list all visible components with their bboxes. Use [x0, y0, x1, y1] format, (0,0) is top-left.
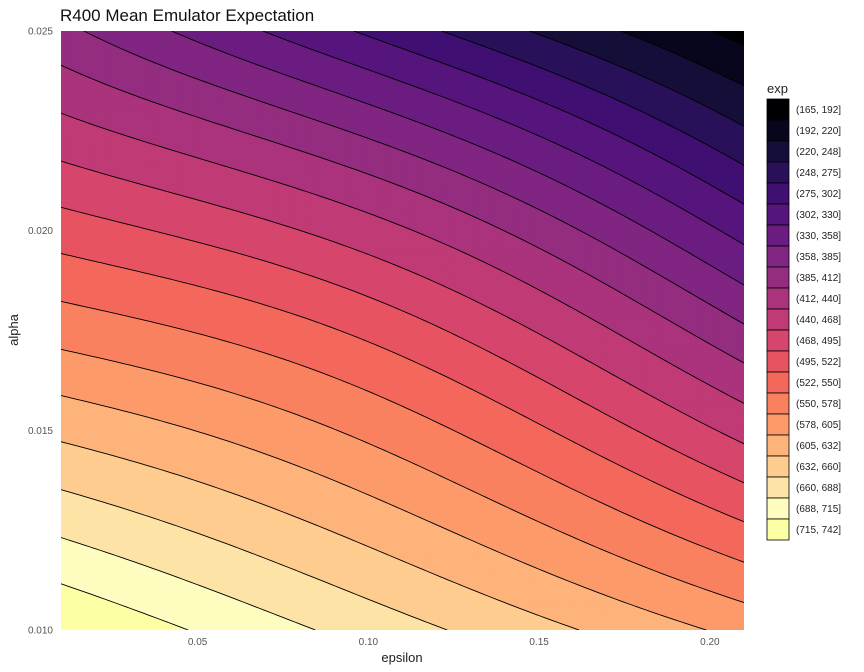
plot-area	[61, 31, 744, 630]
legend-swatch	[766, 308, 790, 331]
legend-swatch	[766, 476, 790, 499]
legend-label: (495, 522]	[796, 357, 841, 368]
x-axis-label: epsilon	[381, 650, 422, 665]
legend-swatch	[766, 161, 790, 184]
x-tick-label: 0.20	[700, 637, 720, 648]
legend-swatch	[766, 392, 790, 415]
legend-label: (660, 688]	[796, 483, 841, 494]
contour-line-578	[61, 348, 744, 604]
legend-label: (192, 220]	[796, 126, 841, 137]
y-tick-label: 0.025	[28, 27, 53, 38]
legend-label: (715, 742]	[796, 525, 841, 536]
legend-label: (330, 358]	[796, 231, 841, 242]
x-axis-ticks: 0.05 0.10 0.15 0.20	[188, 637, 720, 648]
legend-label: (468, 495]	[796, 336, 841, 347]
legend-swatch	[766, 119, 790, 142]
contour-band-13	[61, 206, 744, 523]
contour-band-20	[61, 537, 316, 630]
legend-swatch	[766, 455, 790, 478]
legend-label: (412, 440]	[796, 294, 841, 305]
legend-swatch	[766, 371, 790, 394]
contour-line-248	[529, 31, 744, 127]
legend-label: (632, 660]	[796, 462, 841, 473]
contour-line-440	[61, 112, 744, 404]
contour-line-192	[711, 31, 744, 46]
legend-swatch	[766, 224, 790, 247]
x-tick-label: 0.10	[359, 637, 379, 648]
legend-label: (522, 550]	[796, 378, 841, 389]
legend: exp (165, 192] (192, 220] (220, 248] (248, …	[766, 81, 841, 541]
legend-swatch	[766, 203, 790, 226]
x-tick-label: 0.15	[529, 637, 549, 648]
x-tick-label: 0.05	[188, 637, 208, 648]
legend-swatch	[766, 518, 790, 541]
legend-swatch	[766, 350, 790, 373]
legend-swatch	[766, 497, 790, 520]
contour-line-220	[620, 31, 744, 87]
legend-swatch	[766, 245, 790, 268]
contour-line-522	[61, 253, 744, 523]
legend-swatch	[766, 287, 790, 310]
y-tick-label: 0.010	[28, 626, 53, 637]
contour-line-385	[83, 31, 744, 325]
legend-swatch	[766, 434, 790, 457]
contour-line-550	[61, 300, 744, 563]
contour-line-412	[61, 64, 744, 364]
legend-label: (550, 578]	[796, 399, 841, 410]
contour-line-330	[262, 31, 744, 246]
legend-label: (605, 632]	[796, 441, 841, 452]
contour-line-468	[61, 160, 744, 445]
legend-swatch	[766, 182, 790, 205]
contour-bands	[61, 31, 744, 630]
contour-line-275	[441, 31, 744, 166]
legend-label: (275, 302]	[796, 189, 841, 200]
legend-label: (220, 248]	[796, 147, 841, 158]
contour-line-605	[61, 395, 707, 630]
chart-title: R400 Mean Emulator Expectation	[60, 6, 314, 25]
legend-title: exp	[767, 81, 788, 96]
contour-lines	[61, 31, 744, 630]
legend-label: (385, 412]	[796, 273, 841, 284]
legend-swatch	[766, 266, 790, 289]
y-axis-ticks: 0.010 0.015 0.020 0.025	[28, 27, 53, 637]
legend-label: (165, 192]	[796, 105, 841, 116]
legend-label: (440, 468]	[796, 315, 841, 326]
contour-line-358	[171, 31, 744, 286]
y-axis-label: alpha	[6, 313, 21, 346]
contour-line-715	[61, 583, 189, 630]
contour-line-302	[353, 31, 744, 205]
contour-line-632	[61, 441, 580, 630]
contour-line-495	[61, 206, 744, 484]
legend-label: (358, 385]	[796, 252, 841, 263]
y-tick-label: 0.020	[28, 226, 53, 237]
legend-label: (578, 605]	[796, 420, 841, 431]
contour-line-660	[61, 489, 448, 630]
legend-swatch	[766, 98, 790, 121]
legend-swatch	[766, 140, 790, 163]
legend-label: (688, 715]	[796, 504, 841, 515]
legend-label: (248, 275]	[796, 168, 841, 179]
legend-swatch	[766, 329, 790, 352]
legend-label: (302, 330]	[796, 210, 841, 221]
contour-line-688	[61, 537, 316, 630]
y-tick-label: 0.015	[28, 426, 53, 437]
legend-swatch	[766, 413, 790, 436]
